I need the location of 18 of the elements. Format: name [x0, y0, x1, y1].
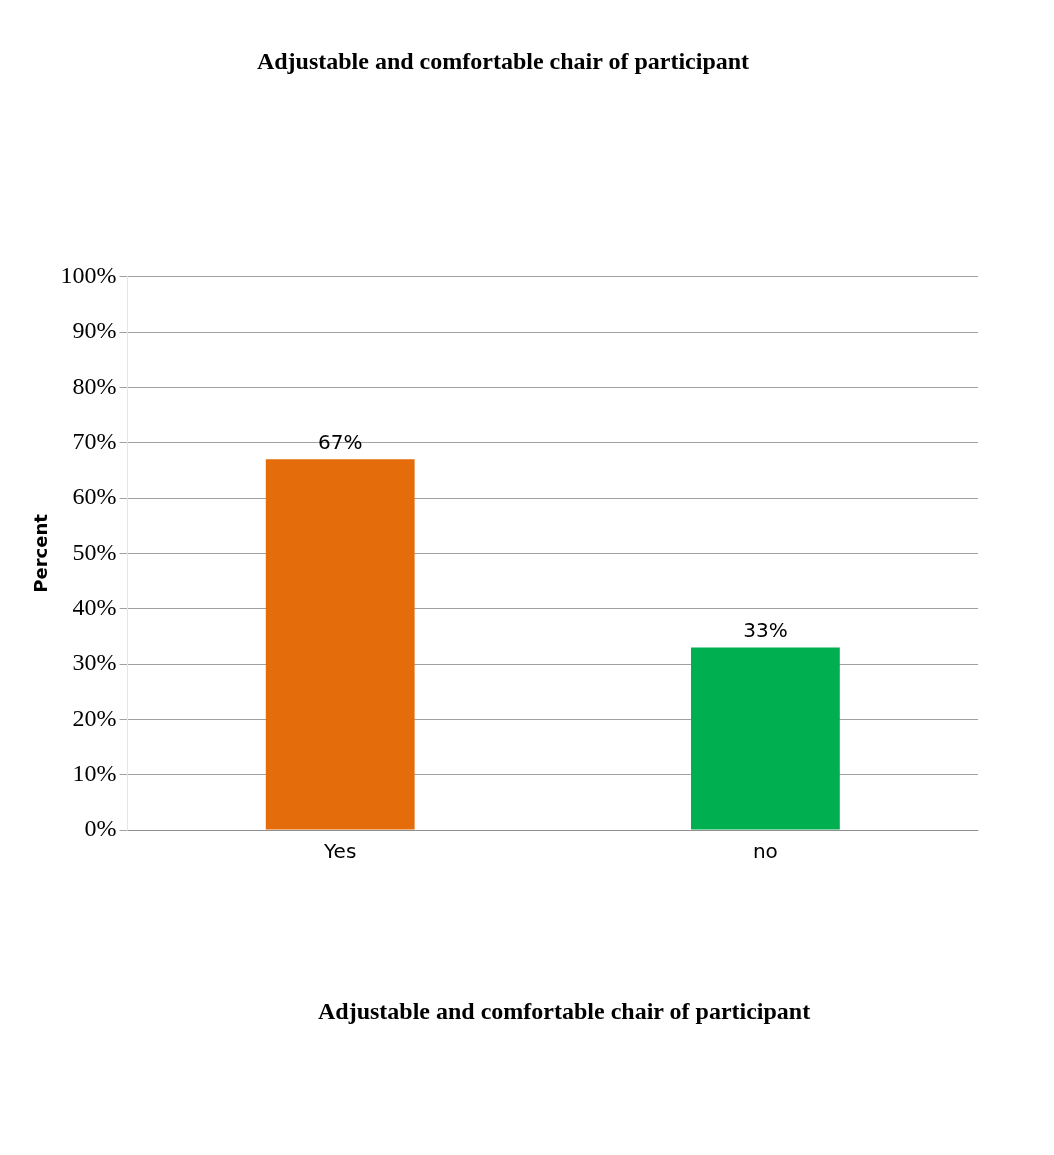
- y-tick-label: 30%: [72, 649, 117, 676]
- y-tick-label: 70%: [72, 428, 117, 455]
- data-label: 67%: [317, 429, 363, 454]
- y-tick-label: 50%: [72, 538, 117, 565]
- y-tick-label: 20%: [72, 704, 117, 731]
- y-tick-label: 60%: [72, 483, 117, 510]
- y-tick-label: 90%: [72, 317, 117, 344]
- y-tick-label: 40%: [72, 594, 117, 621]
- y-tick-label: 0%: [84, 815, 117, 842]
- text: Adjustable and comfortable chair of participant: [317, 998, 812, 1025]
- chart-title: Adjustable and comfortable chair of participant: [256, 47, 750, 74]
- y-tick-label: 80%: [72, 372, 117, 399]
- y-tick-label: 10%: [72, 759, 117, 786]
- data-label: 33%: [743, 617, 788, 642]
- x-tick-label: Yes: [323, 839, 357, 864]
- x-tick-label: no: [752, 839, 778, 864]
- y-tick-label: 100%: [60, 262, 117, 289]
- y-axis-title: Percent: [30, 513, 52, 593]
